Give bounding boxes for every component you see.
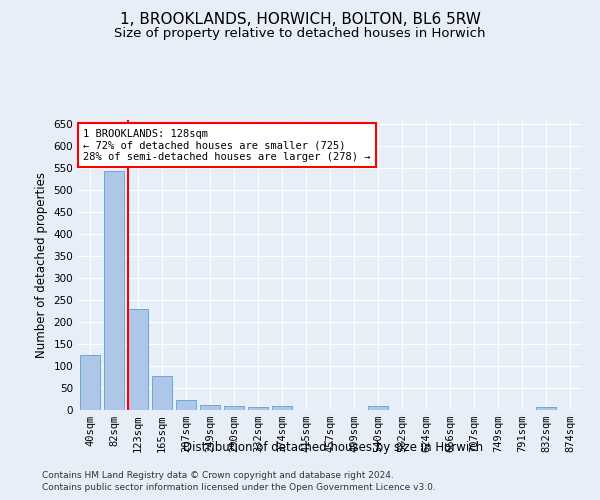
Bar — [368, 406, 388, 410]
Y-axis label: Number of detached properties: Number of detached properties — [35, 172, 48, 358]
Text: Distribution of detached houses by size in Horwich: Distribution of detached houses by size … — [183, 441, 483, 454]
Text: 1, BROOKLANDS, HORWICH, BOLTON, BL6 5RW: 1, BROOKLANDS, HORWICH, BOLTON, BL6 5RW — [119, 12, 481, 28]
Bar — [224, 406, 244, 410]
Bar — [80, 355, 100, 410]
Bar — [104, 170, 124, 410]
Text: Size of property relative to detached houses in Horwich: Size of property relative to detached ho… — [114, 28, 486, 40]
Bar — [176, 400, 196, 410]
Bar — [536, 408, 556, 410]
Bar — [128, 309, 148, 410]
Text: 1 BROOKLANDS: 128sqm
← 72% of detached houses are smaller (725)
28% of semi-deta: 1 BROOKLANDS: 128sqm ← 72% of detached h… — [83, 128, 371, 162]
Text: Contains HM Land Registry data © Crown copyright and database right 2024.: Contains HM Land Registry data © Crown c… — [42, 471, 394, 480]
Bar — [152, 376, 172, 410]
Bar — [248, 408, 268, 410]
Text: Contains public sector information licensed under the Open Government Licence v3: Contains public sector information licen… — [42, 484, 436, 492]
Bar — [200, 404, 220, 410]
Bar — [272, 406, 292, 410]
